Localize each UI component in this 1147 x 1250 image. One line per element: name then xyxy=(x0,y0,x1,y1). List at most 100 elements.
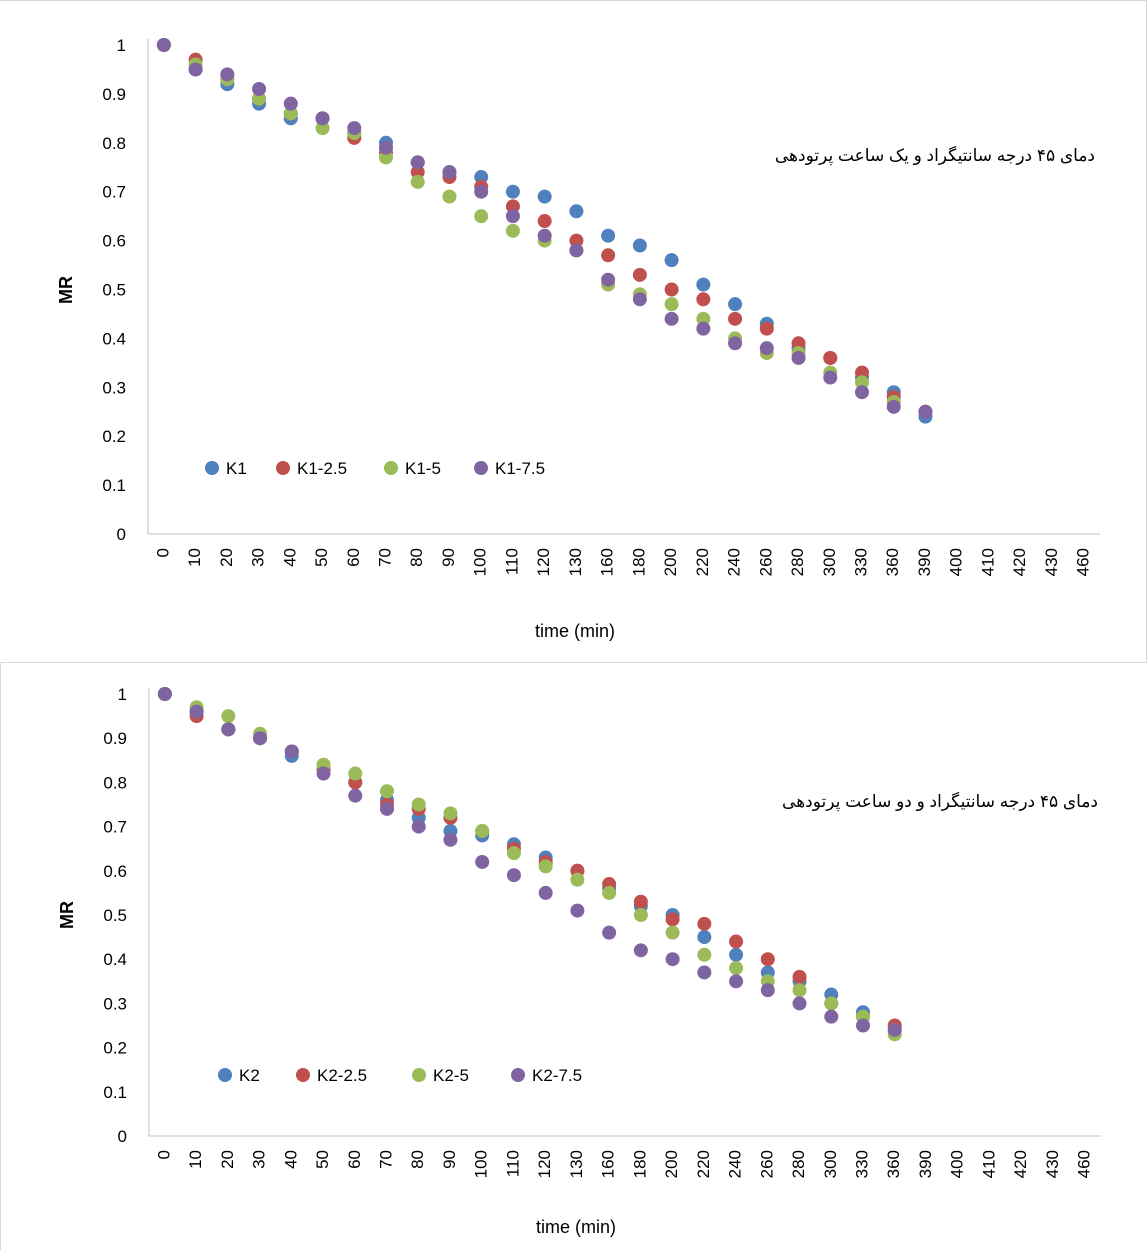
data-point-k2-5 xyxy=(411,797,426,812)
chart-annotation: دمای ۴۵ درجه سانتیگراد و دو ساعت پرتودهی xyxy=(782,791,1098,812)
x-tick-label: 330 xyxy=(852,1150,871,1178)
x-axis-title: time (min) xyxy=(535,621,615,641)
y-tick-label: 0.9 xyxy=(103,729,127,748)
data-point-k1-7.5 xyxy=(474,184,489,199)
x-tick-label: 280 xyxy=(788,548,807,576)
data-point-k1 xyxy=(569,204,584,219)
data-point-k1-2.5 xyxy=(728,311,743,326)
x-tick-label: 50 xyxy=(313,1150,332,1169)
data-point-k1-5 xyxy=(379,150,393,165)
x-tick-label: 120 xyxy=(534,548,553,576)
legend-label: K2-7.5 xyxy=(532,1066,582,1085)
data-point-k2-7.5 xyxy=(602,925,617,940)
data-point-k2-7.5 xyxy=(856,1018,870,1033)
legend-label: K2 xyxy=(239,1066,260,1085)
x-tick-label: 260 xyxy=(757,1150,776,1178)
data-point-k2-7.5 xyxy=(221,722,236,737)
data-point-k1-7.5 xyxy=(379,140,393,155)
x-tick-label: 420 xyxy=(1011,1150,1030,1178)
x-tick-label: 130 xyxy=(566,548,585,576)
data-point-k2-5 xyxy=(475,824,490,839)
data-point-k1 xyxy=(505,184,520,199)
x-tick-label: 160 xyxy=(599,1150,618,1178)
data-point-k2-5 xyxy=(633,908,648,922)
legend-marker xyxy=(205,461,219,475)
data-point-k2-7.5 xyxy=(792,996,807,1011)
y-tick-label: 1 xyxy=(117,36,126,55)
y-tick-label: 0.8 xyxy=(102,134,126,153)
data-point-k1-2.5 xyxy=(537,214,552,229)
data-point-k1-5 xyxy=(442,189,457,204)
data-point-k2-7.5 xyxy=(411,819,426,834)
data-point-k1 xyxy=(474,170,489,185)
legend-label: K2-2.5 xyxy=(317,1066,367,1085)
x-tick-label: 300 xyxy=(821,1150,840,1178)
legend-label: K1-2.5 xyxy=(297,459,347,478)
data-point-k1-7.5 xyxy=(347,121,362,136)
data-point-k2-2.5 xyxy=(633,894,648,909)
data-point-k2-7.5 xyxy=(633,943,648,958)
legend-marker xyxy=(296,1068,310,1082)
y-tick-label: 0.3 xyxy=(102,378,126,397)
y-tick-label: 0.9 xyxy=(102,85,126,104)
data-point-k2-7.5 xyxy=(157,687,172,701)
data-point-k1-7.5 xyxy=(886,399,901,414)
data-point-k2-7.5 xyxy=(760,983,775,998)
data-point-k1 xyxy=(537,189,552,204)
data-point-k1 xyxy=(728,297,743,312)
x-tick-label: 30 xyxy=(250,1150,269,1169)
legend-marker xyxy=(511,1068,525,1082)
data-point-k1-5 xyxy=(315,121,330,136)
data-point-k1-7.5 xyxy=(315,111,330,126)
x-tick-label: 200 xyxy=(662,1150,681,1178)
x-tick-label: 390 xyxy=(915,548,934,576)
y-tick-label: 0.5 xyxy=(103,906,127,925)
x-tick-label: 60 xyxy=(345,1150,364,1169)
data-point-k2-2.5 xyxy=(760,952,775,967)
legend-marker xyxy=(276,461,290,475)
x-tick-label: 410 xyxy=(979,1150,998,1178)
x-tick-label: 30 xyxy=(249,548,268,567)
x-tick-label: 360 xyxy=(883,548,902,576)
data-point-k2-5 xyxy=(792,983,807,998)
data-point-k2-5 xyxy=(443,806,458,821)
data-point-k1-7.5 xyxy=(601,272,616,287)
legend-label: K1-5 xyxy=(405,459,441,478)
data-point-k1-7.5 xyxy=(442,165,457,180)
x-tick-label: 20 xyxy=(218,1150,237,1169)
data-point-k1-5 xyxy=(283,106,298,121)
chart-1-svg: 00.10.20.30.40.50.60.70.80.910 10 20 30 40 50… xyxy=(56,36,1100,641)
data-point-k1-2.5 xyxy=(632,267,647,282)
data-point-k1-7.5 xyxy=(632,292,647,307)
data-point-k1-2.5 xyxy=(791,336,806,351)
data-point-k2-7.5 xyxy=(475,854,490,869)
x-tick-label: 280 xyxy=(789,1150,808,1178)
x-axis-title: time (min) xyxy=(536,1217,616,1237)
data-point-k2 xyxy=(729,947,744,962)
data-point-k1-7.5 xyxy=(823,370,838,385)
data-point-k1-2.5 xyxy=(601,248,616,263)
x-tick-label: 360 xyxy=(884,1150,903,1178)
data-point-k1-7.5 xyxy=(537,228,552,243)
x-tick-label: 50 xyxy=(312,548,331,567)
data-point-k1-5 xyxy=(505,223,520,238)
data-point-k2-2.5 xyxy=(697,916,712,931)
y-tick-label: 0.8 xyxy=(103,773,127,792)
data-point-k1-7.5 xyxy=(918,404,933,419)
data-point-k1 xyxy=(601,228,616,243)
x-tick-label: 180 xyxy=(629,548,648,576)
data-point-k2-5 xyxy=(697,947,712,962)
data-point-k2-7.5 xyxy=(189,704,204,719)
chart-2-svg: 00.10.20.30.40.50.60.70.80.910 10 20 30 40 50… xyxy=(57,685,1101,1237)
legend-marker xyxy=(384,461,398,475)
chart-panel-1: 0 0.1 0.2 0.3 0.4 0.5 0.6 0.7 0.8 0.9 1 0 10 20 30 40 50… xyxy=(0,0,1147,663)
x-tick-label: 390 xyxy=(916,1150,935,1178)
data-point-k1-7.5 xyxy=(855,385,869,400)
y-tick-label: 0 xyxy=(118,1127,127,1146)
data-point-k2-7.5 xyxy=(887,1022,902,1037)
data-point-k2-7.5 xyxy=(380,801,394,816)
x-tick-label: 130 xyxy=(567,1150,586,1178)
data-point-k1-5 xyxy=(474,209,489,224)
data-point-k1-5 xyxy=(696,311,711,326)
data-point-k2-5 xyxy=(729,961,744,976)
